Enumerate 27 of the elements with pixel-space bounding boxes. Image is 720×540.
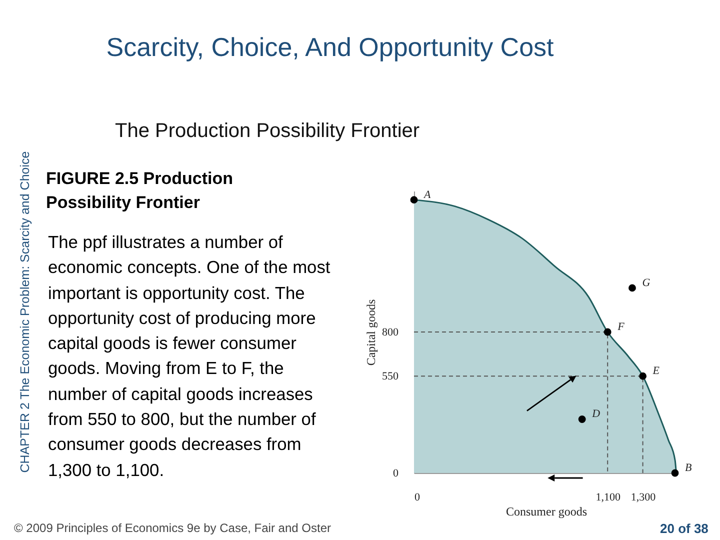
point	[410, 196, 418, 204]
chart-title: Scarcity, Choice, And Opportunity Cost	[105, 32, 555, 63]
annotation: B	[685, 462, 692, 474]
x-tick-label: 0	[414, 492, 420, 504]
text: 20 of 38	[660, 521, 708, 536]
x-tick-label: 1,300	[630, 492, 656, 504]
y-tick-label: 550	[382, 370, 399, 383]
x-tick-label: 1,100	[596, 492, 621, 504]
point	[604, 328, 612, 336]
annotation: F	[616, 321, 625, 333]
caption: FIGURE 2.5 Production Possibility Frontier	[46, 168, 234, 214]
text: The ppf illustrates a number of economic concepts. One of the most important is opportunity cost. The opportunity cost of producing more capital goods is fewer consumer goods. Moving from E to F, the number of capital goods increases from 550 to 800, but the number of consumer goods decreases from 1,300 to 1,100.	[48, 232, 330, 480]
chart-subtitle: The Production Possibility Frontier	[115, 120, 420, 143]
y-tick-label: 800	[382, 326, 399, 338]
point	[639, 372, 647, 380]
annotation: D	[591, 408, 600, 420]
y-axis-title: Capital goods	[364, 299, 378, 366]
y-tick-label: 0	[393, 468, 399, 480]
text: CHAPTER 2 The Economic Problem: Scarcity and Choice	[18, 150, 32, 475]
x-axis-title: Consumer goods	[506, 504, 588, 518]
point	[628, 284, 636, 292]
point	[671, 469, 679, 477]
annotation: E	[652, 365, 660, 378]
annotation: A	[423, 188, 431, 201]
annotation: G	[642, 276, 650, 289]
point	[578, 416, 586, 423]
text: © 2009 Principles of Economics 9e by Case, Fair and Oster	[14, 521, 331, 535]
